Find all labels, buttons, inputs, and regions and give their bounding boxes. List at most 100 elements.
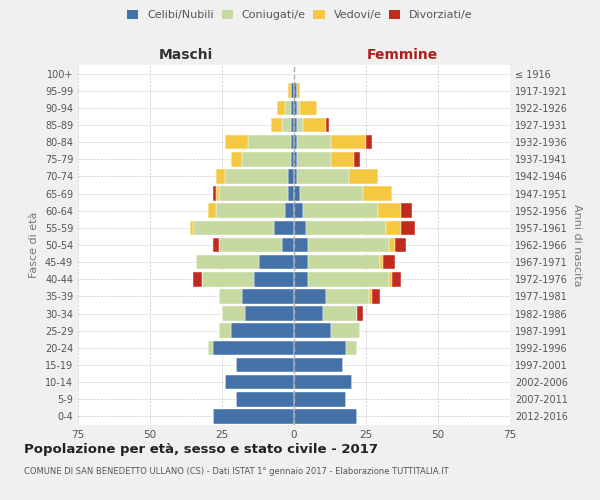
Bar: [219, 324, 230, 338]
Bar: [355, 152, 360, 166]
Bar: [294, 392, 346, 406]
Bar: [358, 306, 363, 321]
Bar: [308, 255, 380, 270]
Y-axis label: Fasce di età: Fasce di età: [29, 212, 39, 278]
Bar: [214, 186, 216, 201]
Bar: [294, 358, 343, 372]
Bar: [208, 340, 214, 355]
Bar: [300, 186, 363, 201]
Bar: [294, 186, 300, 201]
Bar: [214, 409, 294, 424]
Bar: [377, 204, 401, 218]
Bar: [242, 289, 294, 304]
Bar: [294, 100, 297, 115]
Bar: [331, 324, 360, 338]
Bar: [236, 358, 294, 372]
Bar: [294, 340, 346, 355]
Bar: [372, 289, 380, 304]
Bar: [326, 289, 369, 304]
Text: Maschi: Maschi: [159, 48, 213, 62]
Bar: [302, 204, 377, 218]
Bar: [291, 135, 294, 150]
Bar: [225, 169, 288, 184]
Bar: [389, 238, 395, 252]
Bar: [369, 289, 372, 304]
Bar: [401, 204, 412, 218]
Bar: [190, 220, 193, 235]
Bar: [294, 204, 302, 218]
Bar: [291, 84, 294, 98]
Bar: [225, 375, 294, 390]
Bar: [248, 135, 291, 150]
Bar: [216, 169, 225, 184]
Bar: [395, 238, 406, 252]
Bar: [308, 238, 389, 252]
Bar: [297, 100, 300, 115]
Bar: [222, 306, 245, 321]
Bar: [288, 169, 294, 184]
Bar: [294, 255, 308, 270]
Text: Femmine: Femmine: [367, 48, 437, 62]
Bar: [242, 152, 291, 166]
Bar: [294, 84, 297, 98]
Bar: [271, 118, 283, 132]
Bar: [283, 238, 294, 252]
Bar: [286, 100, 291, 115]
Bar: [288, 84, 291, 98]
Bar: [297, 135, 331, 150]
Bar: [291, 100, 294, 115]
Bar: [380, 255, 383, 270]
Bar: [308, 272, 389, 286]
Bar: [288, 186, 294, 201]
Bar: [363, 186, 392, 201]
Bar: [389, 272, 392, 286]
Bar: [294, 220, 305, 235]
Bar: [274, 220, 294, 235]
Bar: [294, 238, 308, 252]
Bar: [216, 186, 219, 201]
Bar: [349, 169, 377, 184]
Bar: [230, 324, 294, 338]
Bar: [214, 238, 219, 252]
Bar: [294, 375, 352, 390]
Bar: [259, 255, 294, 270]
Bar: [297, 118, 302, 132]
Bar: [297, 84, 300, 98]
Bar: [219, 289, 242, 304]
Bar: [230, 152, 242, 166]
Legend: Celibi/Nubili, Coniugati/e, Vedovi/e, Divorziati/e: Celibi/Nubili, Coniugati/e, Vedovi/e, Di…: [123, 6, 477, 25]
Bar: [392, 272, 401, 286]
Bar: [294, 272, 308, 286]
Text: COMUNE DI SAN BENEDETTO ULLANO (CS) - Dati ISTAT 1° gennaio 2017 - Elaborazione : COMUNE DI SAN BENEDETTO ULLANO (CS) - Da…: [24, 468, 449, 476]
Bar: [297, 169, 349, 184]
Bar: [383, 255, 395, 270]
Bar: [254, 272, 294, 286]
Bar: [216, 204, 286, 218]
Bar: [300, 100, 317, 115]
Bar: [366, 135, 372, 150]
Bar: [277, 100, 286, 115]
Bar: [294, 324, 331, 338]
Bar: [202, 272, 254, 286]
Bar: [346, 340, 358, 355]
Bar: [236, 392, 294, 406]
Bar: [294, 289, 326, 304]
Bar: [208, 204, 216, 218]
Bar: [193, 220, 274, 235]
Bar: [386, 220, 401, 235]
Bar: [214, 340, 294, 355]
Bar: [291, 118, 294, 132]
Text: Popolazione per età, sesso e stato civile - 2017: Popolazione per età, sesso e stato civil…: [24, 442, 378, 456]
Bar: [401, 220, 415, 235]
Bar: [294, 306, 323, 321]
Bar: [196, 255, 259, 270]
Bar: [326, 118, 329, 132]
Bar: [291, 152, 294, 166]
Bar: [331, 152, 355, 166]
Bar: [294, 118, 297, 132]
Y-axis label: Anni di nascita: Anni di nascita: [572, 204, 581, 286]
Bar: [294, 152, 297, 166]
Bar: [305, 220, 386, 235]
Bar: [219, 186, 288, 201]
Bar: [294, 135, 297, 150]
